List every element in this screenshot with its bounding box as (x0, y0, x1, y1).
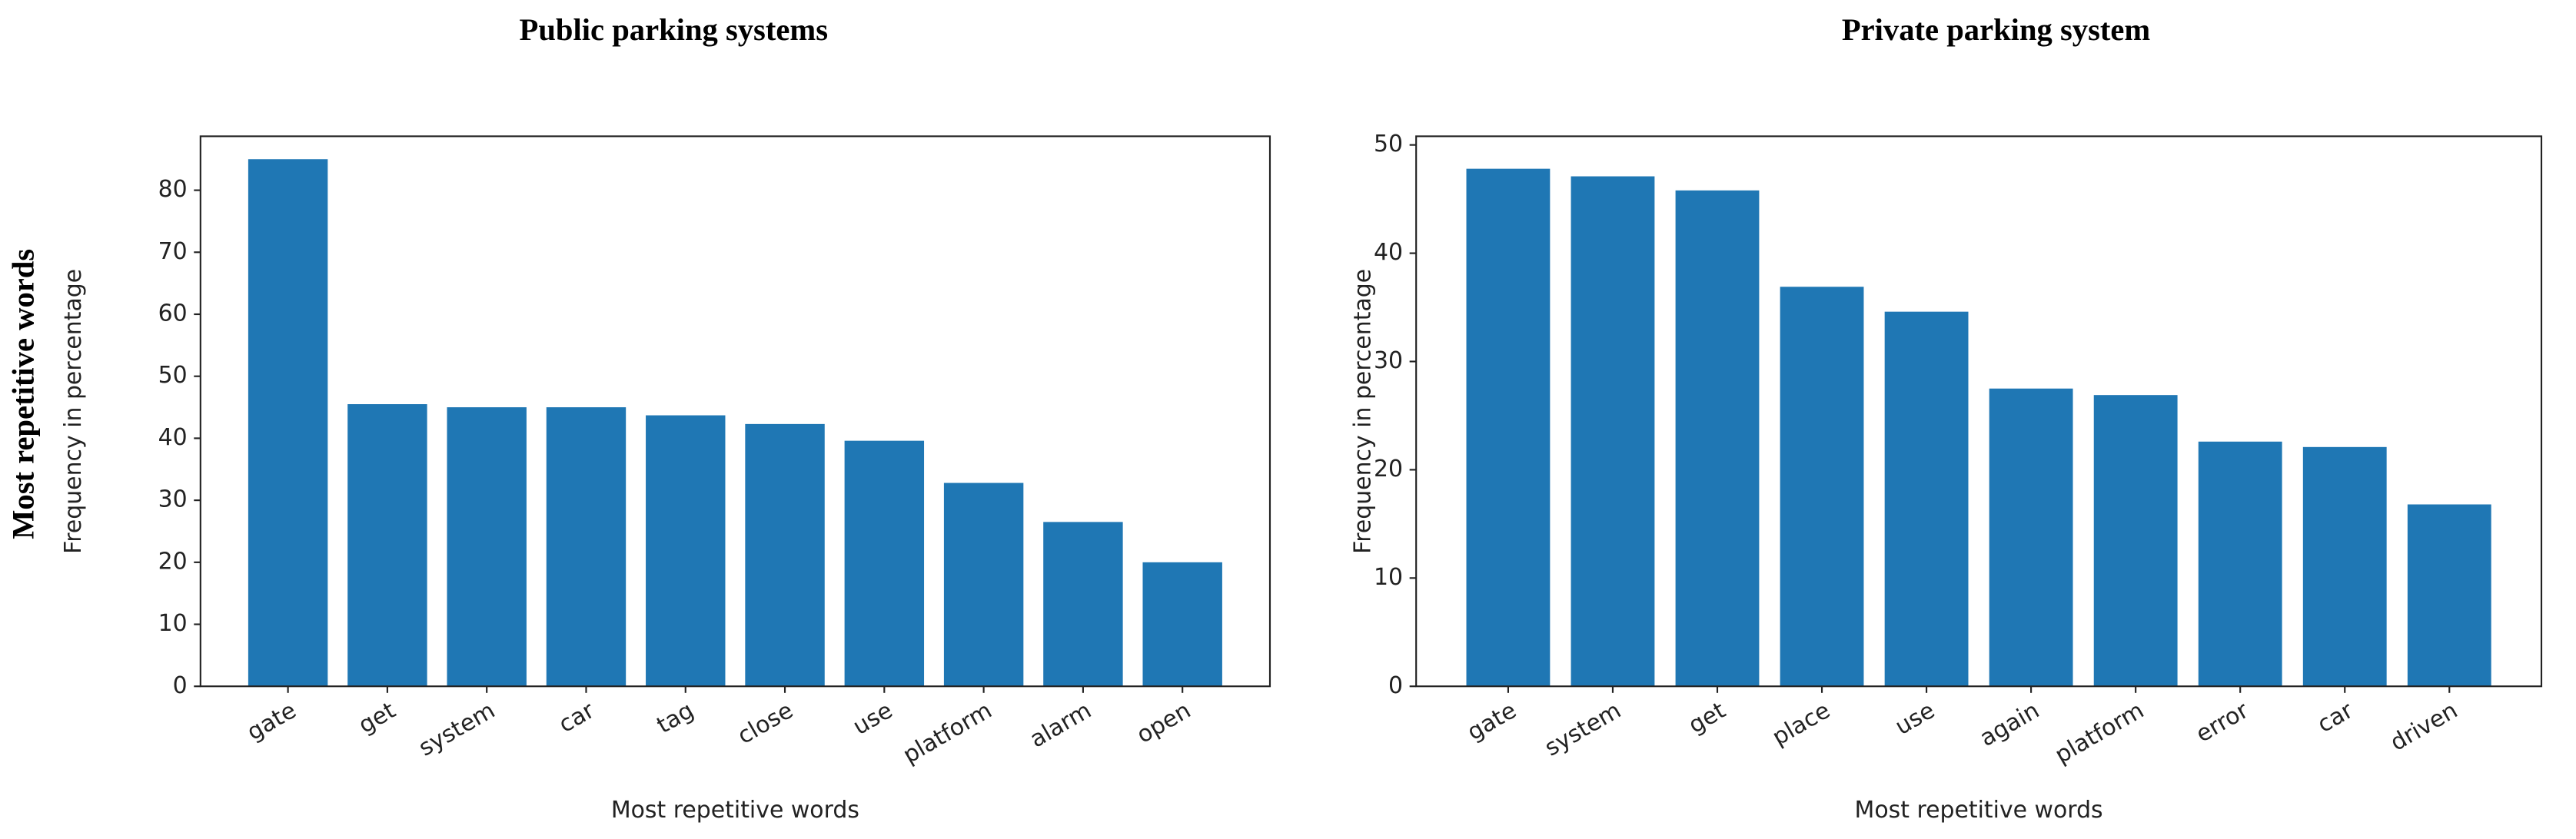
x-tick-label: platform (899, 697, 997, 769)
bar (248, 159, 328, 687)
y-axis-label: Frequency in percentage (60, 269, 87, 554)
bar (2407, 504, 2491, 687)
x-tick-label: gate (1463, 697, 1521, 746)
x-tick-label: open (1132, 697, 1195, 749)
y-tick-label: 10 (158, 610, 188, 637)
bar (1780, 287, 1864, 687)
bar (1675, 190, 1760, 687)
y-tick-label: 30 (1374, 347, 1403, 374)
bar (2198, 441, 2282, 687)
axes-frame (199, 135, 1271, 688)
bar (745, 423, 825, 687)
y-axis-label: Frequency in percentage (1349, 269, 1376, 554)
y-tick-label: 40 (158, 424, 188, 451)
x-tick-label: close (733, 697, 798, 750)
chart-title: Private parking system (1842, 12, 2151, 47)
x-axis-label: Most repetitive words (1855, 797, 2103, 824)
y-tick-label: 50 (1374, 131, 1403, 158)
y-tick-label: 30 (158, 486, 188, 513)
bar (447, 407, 527, 687)
y-tick-label: 20 (1374, 456, 1403, 483)
x-tick-label: car (2313, 697, 2358, 738)
x-tick-label: tag (653, 697, 699, 739)
x-tick-label: gate (243, 697, 301, 746)
bar (2093, 395, 2178, 687)
y-tick-label: 50 (158, 362, 188, 389)
chart-title: Public parking systems (520, 12, 828, 47)
bar (1466, 168, 1551, 687)
y-tick-label: 70 (158, 238, 188, 265)
x-tick-label: again (1976, 697, 2044, 752)
bar (2302, 446, 2387, 687)
x-tick-label: alarm (1025, 697, 1096, 753)
bar (1884, 311, 1969, 687)
bar (943, 483, 1024, 687)
x-tick-label: car (554, 697, 600, 738)
x-tick-label: system (414, 697, 500, 761)
bar (1571, 176, 1655, 687)
x-tick-label: use (849, 697, 897, 741)
bar (1142, 562, 1222, 687)
x-tick-label: driven (2386, 697, 2462, 757)
x-tick-label: system (1541, 697, 1626, 761)
x-tick-label: error (2192, 697, 2254, 748)
bar (1043, 522, 1123, 687)
bar (646, 415, 726, 687)
y-tick-label: 40 (1374, 239, 1403, 266)
x-tick-label: platform (2050, 697, 2149, 769)
x-axis-label: Most repetitive words (611, 797, 859, 824)
x-tick-label: place (1768, 697, 1835, 751)
x-tick-label: use (1891, 697, 1939, 741)
y-tick-label: 10 (1374, 564, 1403, 591)
y-tick-label: 20 (158, 548, 188, 575)
side-label: Most repetitive words (6, 249, 41, 539)
y-tick-label: 0 (1388, 672, 1403, 699)
bar (347, 404, 427, 687)
x-tick-label: get (1684, 697, 1730, 739)
x-tick-label: get (354, 697, 401, 739)
y-tick-label: 80 (158, 176, 188, 203)
y-tick-label: 0 (173, 672, 188, 699)
bar (546, 407, 627, 687)
bar (844, 440, 925, 687)
axes-frame (1415, 135, 2543, 688)
y-tick-label: 60 (158, 300, 188, 327)
bar (1989, 388, 2073, 687)
